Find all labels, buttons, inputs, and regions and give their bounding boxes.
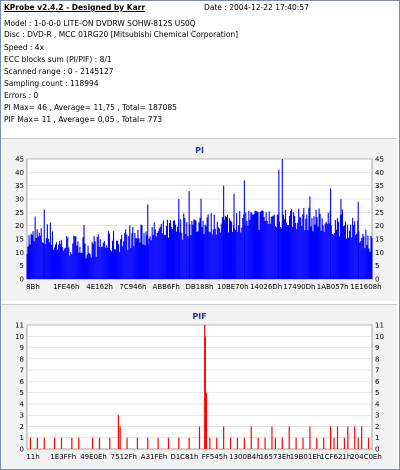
pif-chart-panel: PIF 0 0 1 1 2 2 3 3 4 4 5 5 6 6 7 7 8 8 9 9 10 10 11 11 11h 1E3FFh… bbox=[1, 304, 397, 469]
x-axis-group: 11h 1E3FFh 49E0Eh 7512Fh A31FEh D1C81h FF545h 1… bbox=[26, 453, 381, 461]
pi-chart-panel: PI 0 0 5 5 10 10 15 15 20 20 25 25 30 30 35 35 40 40 45 45 8B… bbox=[1, 138, 397, 301]
y-tick-left: 15 bbox=[15, 236, 24, 244]
ecc-line: ECC blocks sum (PI/PIF) : 8/1 bbox=[4, 55, 112, 64]
x-tick-label: 8Bh bbox=[26, 283, 40, 291]
disc-line: Disc : DVD-R , MCC 01RG20 [Mitsubishi Ch… bbox=[4, 30, 239, 39]
y-tick-left: 2 bbox=[20, 423, 24, 431]
x-tick-label: 4E162h bbox=[86, 283, 113, 291]
pif-summary-line: PIF Max= 11 , Average= 0,05 , Total= 773 bbox=[4, 115, 163, 124]
bars-group bbox=[26, 159, 373, 279]
y-tick-left: 5 bbox=[20, 262, 24, 270]
model-line: Model : 1-0-0-0 LITE-ON DVDRW SOHW-812S … bbox=[4, 19, 196, 28]
x-tick-label: DB188h bbox=[186, 283, 214, 291]
x-tick-label: 7C946h bbox=[119, 283, 146, 291]
y-tick-left: 1 bbox=[20, 434, 24, 442]
y-tick-right: 5 bbox=[375, 389, 379, 397]
y-tick-right: 45 bbox=[375, 156, 384, 164]
speed-line: Speed : 4x bbox=[4, 43, 45, 52]
y-tick-right: 1 bbox=[375, 434, 379, 442]
y-tick-right: 11 bbox=[375, 322, 384, 330]
y-tick-left: 5 bbox=[20, 389, 24, 397]
x-tick-label: 1AB057h bbox=[317, 283, 349, 291]
y-tick-right: 30 bbox=[375, 196, 384, 204]
x-tick-label: 1CF621h bbox=[320, 453, 351, 461]
scanned-range-line: Scanned range : 0 - 2145127 bbox=[4, 67, 114, 76]
y-tick-right: 10 bbox=[375, 249, 384, 257]
y-tick-left: 35 bbox=[15, 182, 24, 190]
x-axis-group: 8Bh 1FE46h 4E162h 7C946h ABB6Fh DB188h 10BE70h… bbox=[26, 283, 381, 291]
y-tick-right: 6 bbox=[375, 378, 380, 386]
errors-line: Errors : 0 bbox=[4, 91, 39, 100]
y-tick-right: 9 bbox=[375, 344, 379, 352]
y-tick-right: 8 bbox=[375, 355, 379, 363]
y-axis-group: 0 0 5 5 10 10 15 15 20 20 25 25 30 30 35 35 40 40 45 45 bbox=[15, 156, 384, 284]
y-tick-left: 45 bbox=[15, 156, 24, 164]
y-tick-right: 20 bbox=[375, 222, 384, 230]
x-tick-label: D1C81h bbox=[170, 453, 198, 461]
chart-title: PI bbox=[195, 146, 204, 155]
x-tick-label: 49E0Eh bbox=[80, 453, 107, 461]
app-title: KProbe v2.4.2 - Designed by Karr bbox=[4, 3, 146, 12]
pi-chart: PI 0 0 5 5 10 10 15 15 20 20 25 25 30 30 35 35 40 40 45 45 8B… bbox=[15, 146, 384, 291]
y-tick-left: 25 bbox=[15, 209, 24, 217]
y-tick-right: 0 bbox=[375, 446, 379, 454]
x-tick-label: 1E1608h bbox=[350, 283, 381, 291]
y-tick-left: 0 bbox=[20, 276, 24, 284]
y-tick-right: 0 bbox=[375, 276, 379, 284]
x-tick-label: 16573Eh bbox=[260, 453, 291, 461]
x-tick-label: 1E3FFh bbox=[50, 453, 76, 461]
y-tick-right: 25 bbox=[375, 209, 384, 217]
y-tick-right: 5 bbox=[375, 262, 379, 270]
x-tick-label: ABB6Fh bbox=[153, 283, 180, 291]
y-tick-right: 10 bbox=[375, 333, 384, 341]
y-tick-left: 10 bbox=[15, 249, 24, 257]
y-tick-left: 6 bbox=[20, 378, 25, 386]
pi-summary-line: PI Max= 46 , Average= 11,75 , Total= 187… bbox=[4, 103, 177, 112]
y-tick-left: 9 bbox=[20, 344, 24, 352]
x-tick-label: 11h bbox=[26, 453, 39, 461]
y-tick-left: 7 bbox=[20, 367, 24, 375]
y-tick-right: 4 bbox=[375, 400, 380, 408]
sampling-line: Sampling count : 118994 bbox=[4, 79, 99, 88]
y-tick-left: 11 bbox=[15, 322, 24, 330]
y-tick-right: 35 bbox=[375, 182, 384, 190]
y-tick-left: 4 bbox=[20, 400, 25, 408]
y-tick-left: 20 bbox=[15, 222, 24, 230]
y-tick-left: 8 bbox=[20, 355, 24, 363]
y-tick-left: 40 bbox=[15, 169, 24, 177]
x-tick-label: A31FEh bbox=[141, 453, 168, 461]
y-tick-right: 7 bbox=[375, 367, 379, 375]
scan-date: Date : 2004-12-22 17:40:57 bbox=[204, 3, 309, 12]
x-tick-label: 17490Dh bbox=[283, 283, 315, 291]
x-tick-label: 204C0Eh bbox=[350, 453, 382, 461]
y-tick-left: 10 bbox=[15, 333, 24, 341]
y-tick-right: 40 bbox=[375, 169, 384, 177]
x-tick-label: FF545h bbox=[202, 453, 228, 461]
y-tick-left: 0 bbox=[20, 446, 24, 454]
chart-title: PIF bbox=[192, 312, 206, 321]
x-tick-label: 1FE46h bbox=[53, 283, 79, 291]
y-tick-right: 2 bbox=[375, 423, 379, 431]
y-tick-right: 3 bbox=[375, 412, 379, 420]
bars-group bbox=[29, 325, 370, 449]
x-tick-label: 1300B4h bbox=[229, 453, 261, 461]
x-tick-label: 7512Fh bbox=[111, 453, 137, 461]
x-tick-label: 19B01Eh bbox=[290, 453, 321, 461]
x-tick-label: 14026Dh bbox=[250, 283, 282, 291]
y-tick-left: 3 bbox=[20, 412, 24, 420]
y-tick-right: 15 bbox=[375, 236, 384, 244]
y-tick-left: 30 bbox=[15, 196, 24, 204]
x-tick-label: 10BE70h bbox=[217, 283, 248, 291]
